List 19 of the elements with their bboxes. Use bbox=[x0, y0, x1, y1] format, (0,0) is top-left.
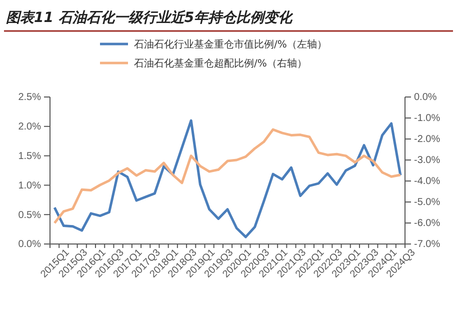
chart-title: 图表11 石油石化一级行业近5年持仓比例变化 bbox=[6, 9, 294, 26]
y-tick-label: 2.0% bbox=[18, 122, 42, 133]
y2-tick-label: -7.0% bbox=[414, 239, 440, 250]
y2-tick-label: -2.0% bbox=[414, 134, 440, 146]
y-tick-label: 1.5% bbox=[18, 151, 42, 162]
y2-tick-label: 0.0% bbox=[414, 92, 437, 104]
legend-label: 石油石化基金重仓超配比例/%（右轴） bbox=[134, 58, 307, 70]
y2-tick-label: -1.0% bbox=[414, 113, 440, 124]
line-series bbox=[53, 128, 402, 224]
legend-label: 石油石化行业基金重仓市值比例/%（左轴） bbox=[134, 38, 327, 50]
line-series bbox=[53, 119, 402, 238]
y-tick-label: 0.5% bbox=[18, 210, 42, 221]
y2-tick-label: -5.0% bbox=[414, 197, 440, 208]
y-tick-label: 2.5% bbox=[18, 92, 42, 104]
y2-tick-label: -3.0% bbox=[414, 155, 440, 166]
y2-tick-label: -6.0% bbox=[414, 218, 440, 230]
y-tick-label: 1.0% bbox=[18, 180, 42, 192]
y2-tick-label: -4.0% bbox=[414, 176, 440, 188]
y-tick-label: 0.0% bbox=[18, 239, 42, 250]
